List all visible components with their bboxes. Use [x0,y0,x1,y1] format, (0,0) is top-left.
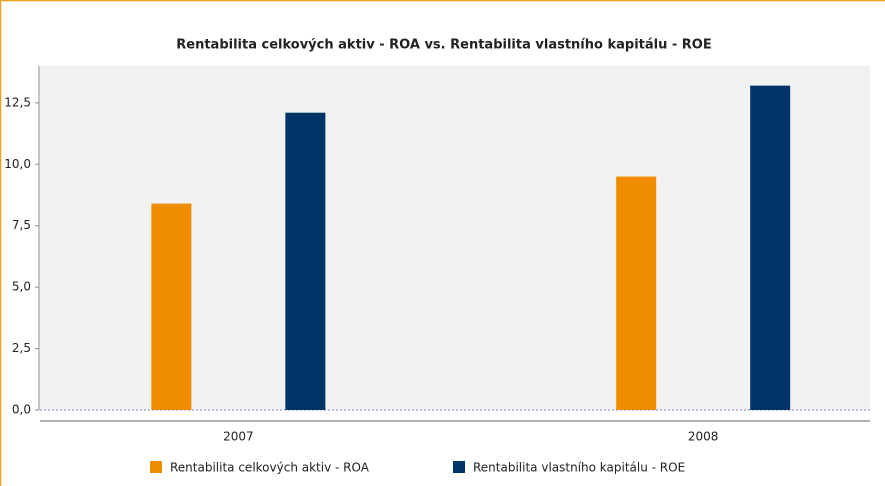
x-tick-label: 2007 [223,430,254,444]
legend-label: Rentabilita vlastního kapitálu - ROE [473,461,685,475]
y-tick-label: 7,5 [12,218,31,232]
bar [750,85,791,411]
chart-title: Rentabilita celkových aktiv - ROA vs. Re… [176,38,711,53]
y-tick-label: 2,5 [12,341,31,355]
bar [616,176,657,410]
bar [285,112,326,410]
bar [151,203,192,410]
y-tick-label: 10,0 [4,157,31,171]
legend-swatch [150,461,162,473]
x-tick-label: 2008 [688,430,719,444]
legend-label: Rentabilita celkových aktiv - ROA [170,461,370,475]
y-tick-label: 0,0 [12,403,31,417]
y-tick-label: 5,0 [12,280,31,294]
y-tick-label: 12,5 [4,95,31,109]
legend-swatch [453,461,465,473]
